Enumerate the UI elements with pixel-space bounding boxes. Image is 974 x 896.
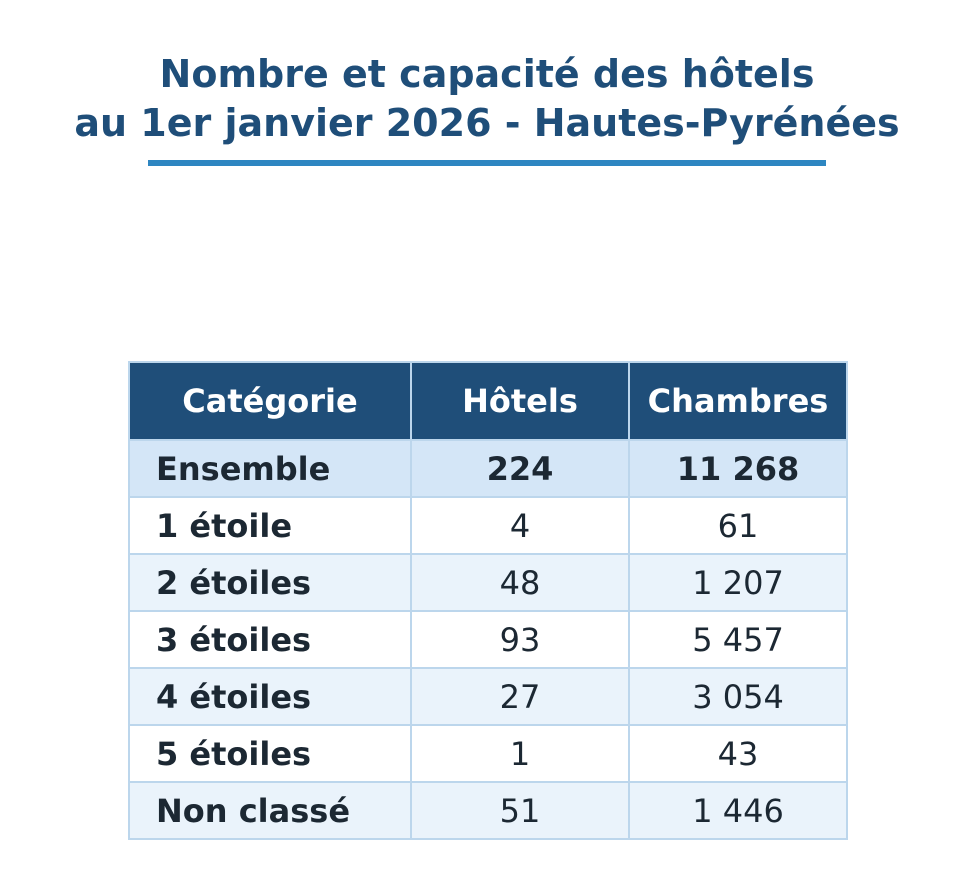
chart-title-line-2: au 1er janvier 2026 - Hautes-Pyrénées	[74, 101, 900, 145]
table-row: 3 étoiles 93 5 457	[128, 610, 848, 669]
cell-hotels: 27	[410, 667, 630, 726]
chart-title-line-1: Nombre et capacité des hôtels	[159, 52, 815, 96]
table-row: 1 étoile 4 61	[128, 496, 848, 555]
hotel-table: Catégorie Hôtels Chambres Ensemble 224 1…	[128, 361, 848, 840]
table-row-total: Ensemble 224 11 268	[128, 439, 848, 498]
header-hotels: Hôtels	[410, 361, 630, 441]
cell-hotels: 48	[410, 553, 630, 612]
table-row: 2 étoiles 48 1 207	[128, 553, 848, 612]
cell-hotels: 93	[410, 610, 630, 669]
cell-chambres: 1 207	[628, 553, 848, 612]
cell-category: 5 étoiles	[128, 724, 412, 783]
cell-hotels: 1	[410, 724, 630, 783]
cell-hotels: 51	[410, 781, 630, 840]
cell-category: Ensemble	[128, 439, 412, 498]
cell-category: 2 étoiles	[128, 553, 412, 612]
title-underline	[148, 160, 826, 166]
cell-category: 3 étoiles	[128, 610, 412, 669]
header-categorie: Catégorie	[128, 361, 412, 441]
cell-category: 4 étoiles	[128, 667, 412, 726]
table-row: 4 étoiles 27 3 054	[128, 667, 848, 726]
header-chambres: Chambres	[628, 361, 848, 441]
cell-category: 1 étoile	[128, 496, 412, 555]
table-header-row: Catégorie Hôtels Chambres	[128, 361, 848, 441]
cell-category: Non classé	[128, 781, 412, 840]
cell-chambres: 1 446	[628, 781, 848, 840]
cell-chambres: 61	[628, 496, 848, 555]
cell-chambres: 43	[628, 724, 848, 783]
cell-chambres: 5 457	[628, 610, 848, 669]
table-row: 5 étoiles 1 43	[128, 724, 848, 783]
table-row: Non classé 51 1 446	[128, 781, 848, 840]
chart-title: Nombre et capacité des hôtels au 1er jan…	[0, 50, 974, 148]
cell-chambres: 3 054	[628, 667, 848, 726]
cell-hotels: 224	[410, 439, 630, 498]
cell-hotels: 4	[410, 496, 630, 555]
cell-chambres: 11 268	[628, 439, 848, 498]
